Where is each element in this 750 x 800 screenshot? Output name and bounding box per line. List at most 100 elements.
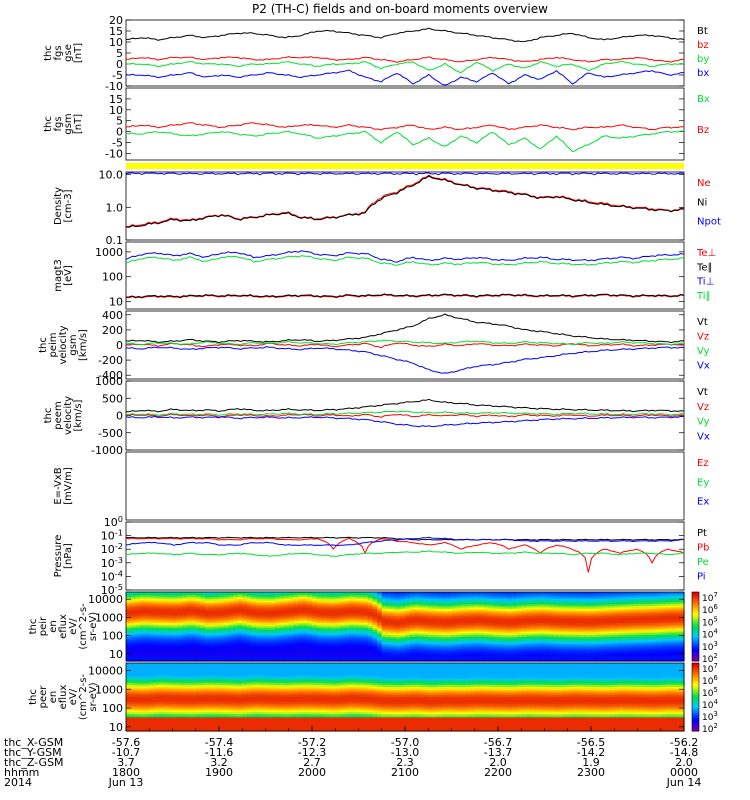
spectrogram-cell bbox=[232, 593, 239, 597]
spectrogram-cell bbox=[158, 624, 164, 628]
series-Bx-line bbox=[125, 130, 685, 153]
spectrogram-cell bbox=[558, 614, 564, 617]
spectrogram-cell bbox=[502, 610, 508, 614]
spectrogram-cell bbox=[670, 624, 676, 628]
spectrogram-cell bbox=[367, 604, 374, 607]
spectrogram-cell bbox=[279, 636, 285, 640]
spectrogram-cell bbox=[349, 609, 355, 612]
legend-label-Vy: Vy bbox=[697, 417, 710, 428]
spectrogram-cell bbox=[525, 631, 532, 634]
spectrogram-cell bbox=[284, 593, 290, 597]
spectrogram-cell bbox=[414, 640, 420, 643]
spectrogram-cell bbox=[628, 631, 634, 634]
spectrogram-cell bbox=[325, 610, 332, 614]
spectrogram-cell bbox=[163, 650, 169, 653]
spectrogram-cell bbox=[628, 605, 634, 609]
spectrogram-cell bbox=[135, 659, 141, 662]
spectrogram-cell bbox=[679, 635, 685, 638]
spectrogram-cell bbox=[660, 640, 666, 643]
spectrogram-cell bbox=[465, 633, 471, 636]
spectrogram-cell bbox=[456, 631, 462, 634]
spectrogram-cell bbox=[572, 598, 578, 602]
series-Ti∥-line bbox=[125, 255, 685, 266]
spectrogram-cell bbox=[293, 592, 299, 595]
spectrogram-cell bbox=[674, 635, 680, 638]
spectrogram-cell bbox=[646, 592, 653, 595]
spectrogram-cell bbox=[572, 631, 578, 634]
spectrogram-cell bbox=[437, 657, 443, 660]
spectrogram-cell bbox=[600, 638, 606, 641]
spectrogram-cell bbox=[591, 602, 597, 605]
spectrogram-cell bbox=[386, 642, 392, 645]
spectrogram-cell bbox=[200, 640, 206, 643]
spectrogram-cell bbox=[539, 652, 546, 655]
y-tick-label: -200 bbox=[98, 354, 123, 367]
spectrogram-cell bbox=[623, 593, 629, 597]
spectrogram-cell bbox=[153, 614, 160, 617]
spectrogram-cell bbox=[330, 614, 336, 617]
spectrogram-cell bbox=[163, 616, 169, 619]
spectrogram-cell bbox=[381, 616, 387, 619]
spectrogram-cell bbox=[637, 655, 643, 659]
spectrogram-cell bbox=[414, 612, 420, 616]
spectrogram-cell bbox=[205, 593, 211, 597]
spectrogram-cell bbox=[577, 624, 583, 628]
spectrogram-cell bbox=[298, 621, 304, 624]
spectrogram-cell bbox=[279, 652, 285, 655]
spectrogram-cell bbox=[279, 640, 285, 643]
spectrogram-cell bbox=[391, 643, 397, 647]
spectrogram-cell bbox=[191, 623, 197, 626]
spectrogram-cell bbox=[405, 597, 411, 600]
spectrogram-cell bbox=[284, 635, 290, 638]
spectrogram-cell bbox=[251, 650, 257, 653]
spectrogram-cell bbox=[293, 643, 299, 647]
spectrogram-cell bbox=[400, 629, 406, 633]
spectrogram-cell bbox=[205, 624, 211, 628]
spectrogram-cell bbox=[144, 629, 150, 633]
spectrogram-cell bbox=[418, 647, 425, 650]
spectrogram-cell bbox=[470, 638, 476, 641]
spectrogram-cell bbox=[400, 605, 406, 609]
spectrogram-cell bbox=[446, 616, 453, 619]
y-tick-label: -10 bbox=[105, 147, 123, 160]
spectrogram-cell bbox=[600, 614, 606, 617]
spectrogram-cell bbox=[637, 654, 643, 657]
spectrogram-cell bbox=[293, 597, 299, 600]
spectrogram-cell bbox=[423, 617, 429, 621]
spectrogram-cell bbox=[228, 602, 234, 605]
spectrogram-cell bbox=[307, 631, 313, 634]
spectrogram-cell bbox=[600, 621, 606, 624]
spectrogram-cell bbox=[377, 642, 383, 645]
spectrogram-cell bbox=[316, 638, 322, 641]
spectrogram-cell bbox=[256, 652, 262, 655]
spectrogram-cell bbox=[153, 648, 160, 652]
spectrogram-cell bbox=[572, 643, 578, 647]
spectrogram-cell bbox=[381, 617, 387, 621]
spectrogram-cell bbox=[428, 642, 434, 645]
spectrogram-cell bbox=[214, 647, 220, 650]
spectrogram-cell bbox=[186, 621, 192, 624]
spectrogram-cell bbox=[298, 650, 304, 653]
spectrogram-cell bbox=[451, 616, 457, 619]
spectrogram-cell bbox=[418, 595, 425, 598]
spectrogram-cell bbox=[284, 638, 290, 641]
spectrogram-cell bbox=[591, 610, 597, 614]
spectrogram-cell bbox=[530, 592, 536, 595]
spectrogram-cell bbox=[563, 652, 569, 655]
spectrogram-cell bbox=[660, 655, 666, 659]
spectrogram-cell bbox=[214, 633, 220, 636]
spectrogram-cell bbox=[330, 652, 336, 655]
spectrogram-cell bbox=[149, 635, 155, 638]
spectrogram-cell bbox=[139, 604, 146, 607]
spectrogram-cell bbox=[228, 597, 234, 600]
spectrogram-cell bbox=[623, 621, 629, 624]
spectrogram-cell bbox=[325, 592, 332, 595]
legend-label-Bx: Bx bbox=[697, 94, 710, 105]
spectrogram-cell bbox=[177, 621, 183, 624]
spectrogram-cell bbox=[516, 654, 522, 657]
spectrogram-cell bbox=[600, 642, 606, 645]
spectrogram-cell bbox=[577, 640, 583, 643]
spectrogram-cell bbox=[586, 645, 592, 648]
spectrogram-cell bbox=[279, 600, 285, 603]
spectrogram-cell bbox=[414, 638, 420, 641]
